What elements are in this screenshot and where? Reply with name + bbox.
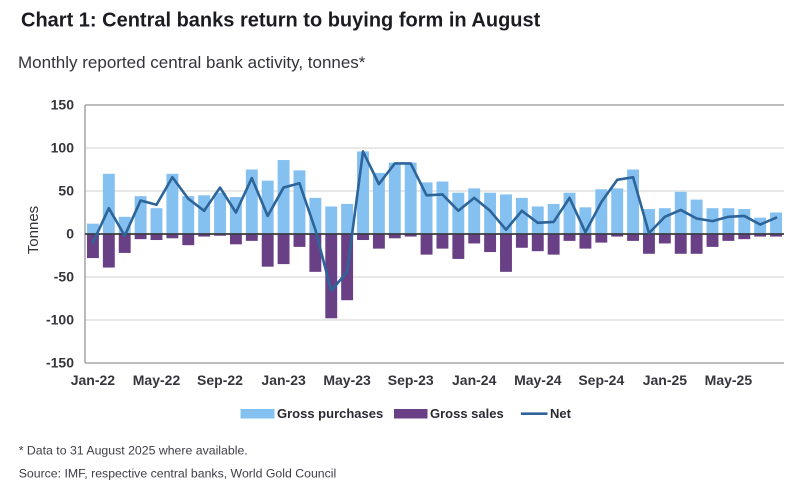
svg-text:* Data to 31 August 2025 where: * Data to 31 August 2025 where available… <box>19 444 248 458</box>
svg-text:Source: IMF, respective centra: Source: IMF, respective central banks, W… <box>19 467 337 481</box>
svg-text:Jan-25: Jan-25 <box>643 372 688 388</box>
svg-text:Gross purchases: Gross purchases <box>277 406 383 421</box>
svg-text:50: 50 <box>58 182 74 198</box>
svg-text:May-22: May-22 <box>133 372 181 388</box>
svg-text:Gross sales: Gross sales <box>430 406 504 421</box>
svg-text:Sep-24: Sep-24 <box>578 372 624 388</box>
svg-text:Net: Net <box>550 406 572 421</box>
svg-text:Sep-23: Sep-23 <box>388 372 434 388</box>
svg-text:0: 0 <box>66 225 74 241</box>
svg-text:May-25: May-25 <box>705 372 753 388</box>
svg-text:May-23: May-23 <box>323 372 371 388</box>
svg-text:Jan-23: Jan-23 <box>261 372 306 388</box>
svg-text:-50: -50 <box>54 268 74 284</box>
svg-text:-150: -150 <box>46 354 74 370</box>
svg-text:Monthly reported central bank: Monthly reported central bank activity, … <box>18 53 366 72</box>
svg-text:100: 100 <box>51 139 75 155</box>
svg-text:Sep-22: Sep-22 <box>197 372 243 388</box>
svg-text:150: 150 <box>51 96 75 112</box>
svg-text:May-24: May-24 <box>514 372 562 388</box>
svg-text:Jan-22: Jan-22 <box>71 372 116 388</box>
svg-text:Chart 1: Central banks return: Chart 1: Central banks return to buying … <box>21 10 541 32</box>
svg-text:Tonnes: Tonnes <box>25 206 42 254</box>
svg-text:-100: -100 <box>46 311 74 327</box>
svg-text:Jan-24: Jan-24 <box>452 372 497 388</box>
